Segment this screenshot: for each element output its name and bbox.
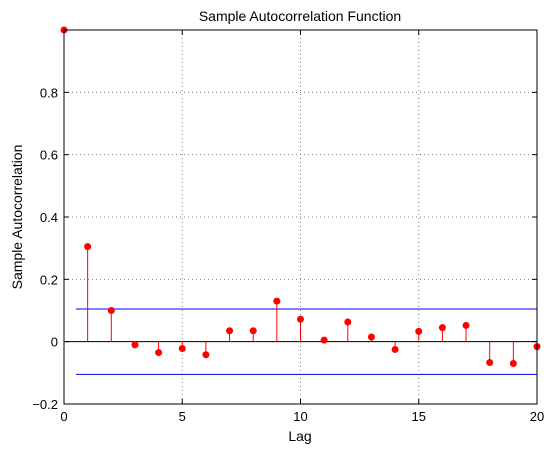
y-axis-label: Sample Autocorrelation [9, 145, 25, 290]
y-tick-label: 0.6 [40, 148, 58, 163]
y-tick-label: 0.8 [40, 85, 58, 100]
acf-point [107, 307, 115, 314]
acf-point [249, 327, 257, 335]
acf-point [226, 327, 234, 335]
x-tick-label: 10 [293, 409, 307, 424]
y-axis-ticks: −0.2 0 0.2 0.4 0.6 0.8 [32, 85, 537, 412]
acf-point [155, 349, 163, 357]
y-tick-label: 0.4 [40, 210, 58, 225]
acf-point [438, 324, 446, 332]
acf-point [297, 315, 304, 323]
y-tick-label: −0.2 [32, 397, 58, 412]
acf-point [367, 333, 375, 341]
acf-point [486, 359, 494, 367]
y-tick-label: 0.2 [40, 272, 58, 287]
x-tick-label: 0 [60, 409, 67, 424]
y-tick-label: 0 [51, 335, 58, 350]
acf-point [509, 359, 517, 367]
x-tick-label: 5 [179, 409, 186, 424]
x-axis-ticks: 0 5 10 15 20 [60, 30, 544, 424]
confidence-bounds [75, 308, 537, 375]
acf-point [273, 297, 281, 305]
x-tick-label: 15 [412, 409, 426, 424]
acf-point [178, 345, 186, 353]
x-tick-label: 20 [530, 409, 544, 424]
acf-point [391, 345, 399, 353]
acf-point [202, 351, 210, 359]
chart-title: Sample Autocorrelation Function [199, 8, 401, 24]
acf-point [84, 243, 92, 251]
acf-point [320, 336, 328, 344]
x-axis-label: Lag [288, 428, 311, 444]
acf-point [131, 341, 139, 349]
acf-point [344, 318, 352, 326]
acf-point [415, 327, 423, 335]
acf-point [462, 321, 470, 329]
